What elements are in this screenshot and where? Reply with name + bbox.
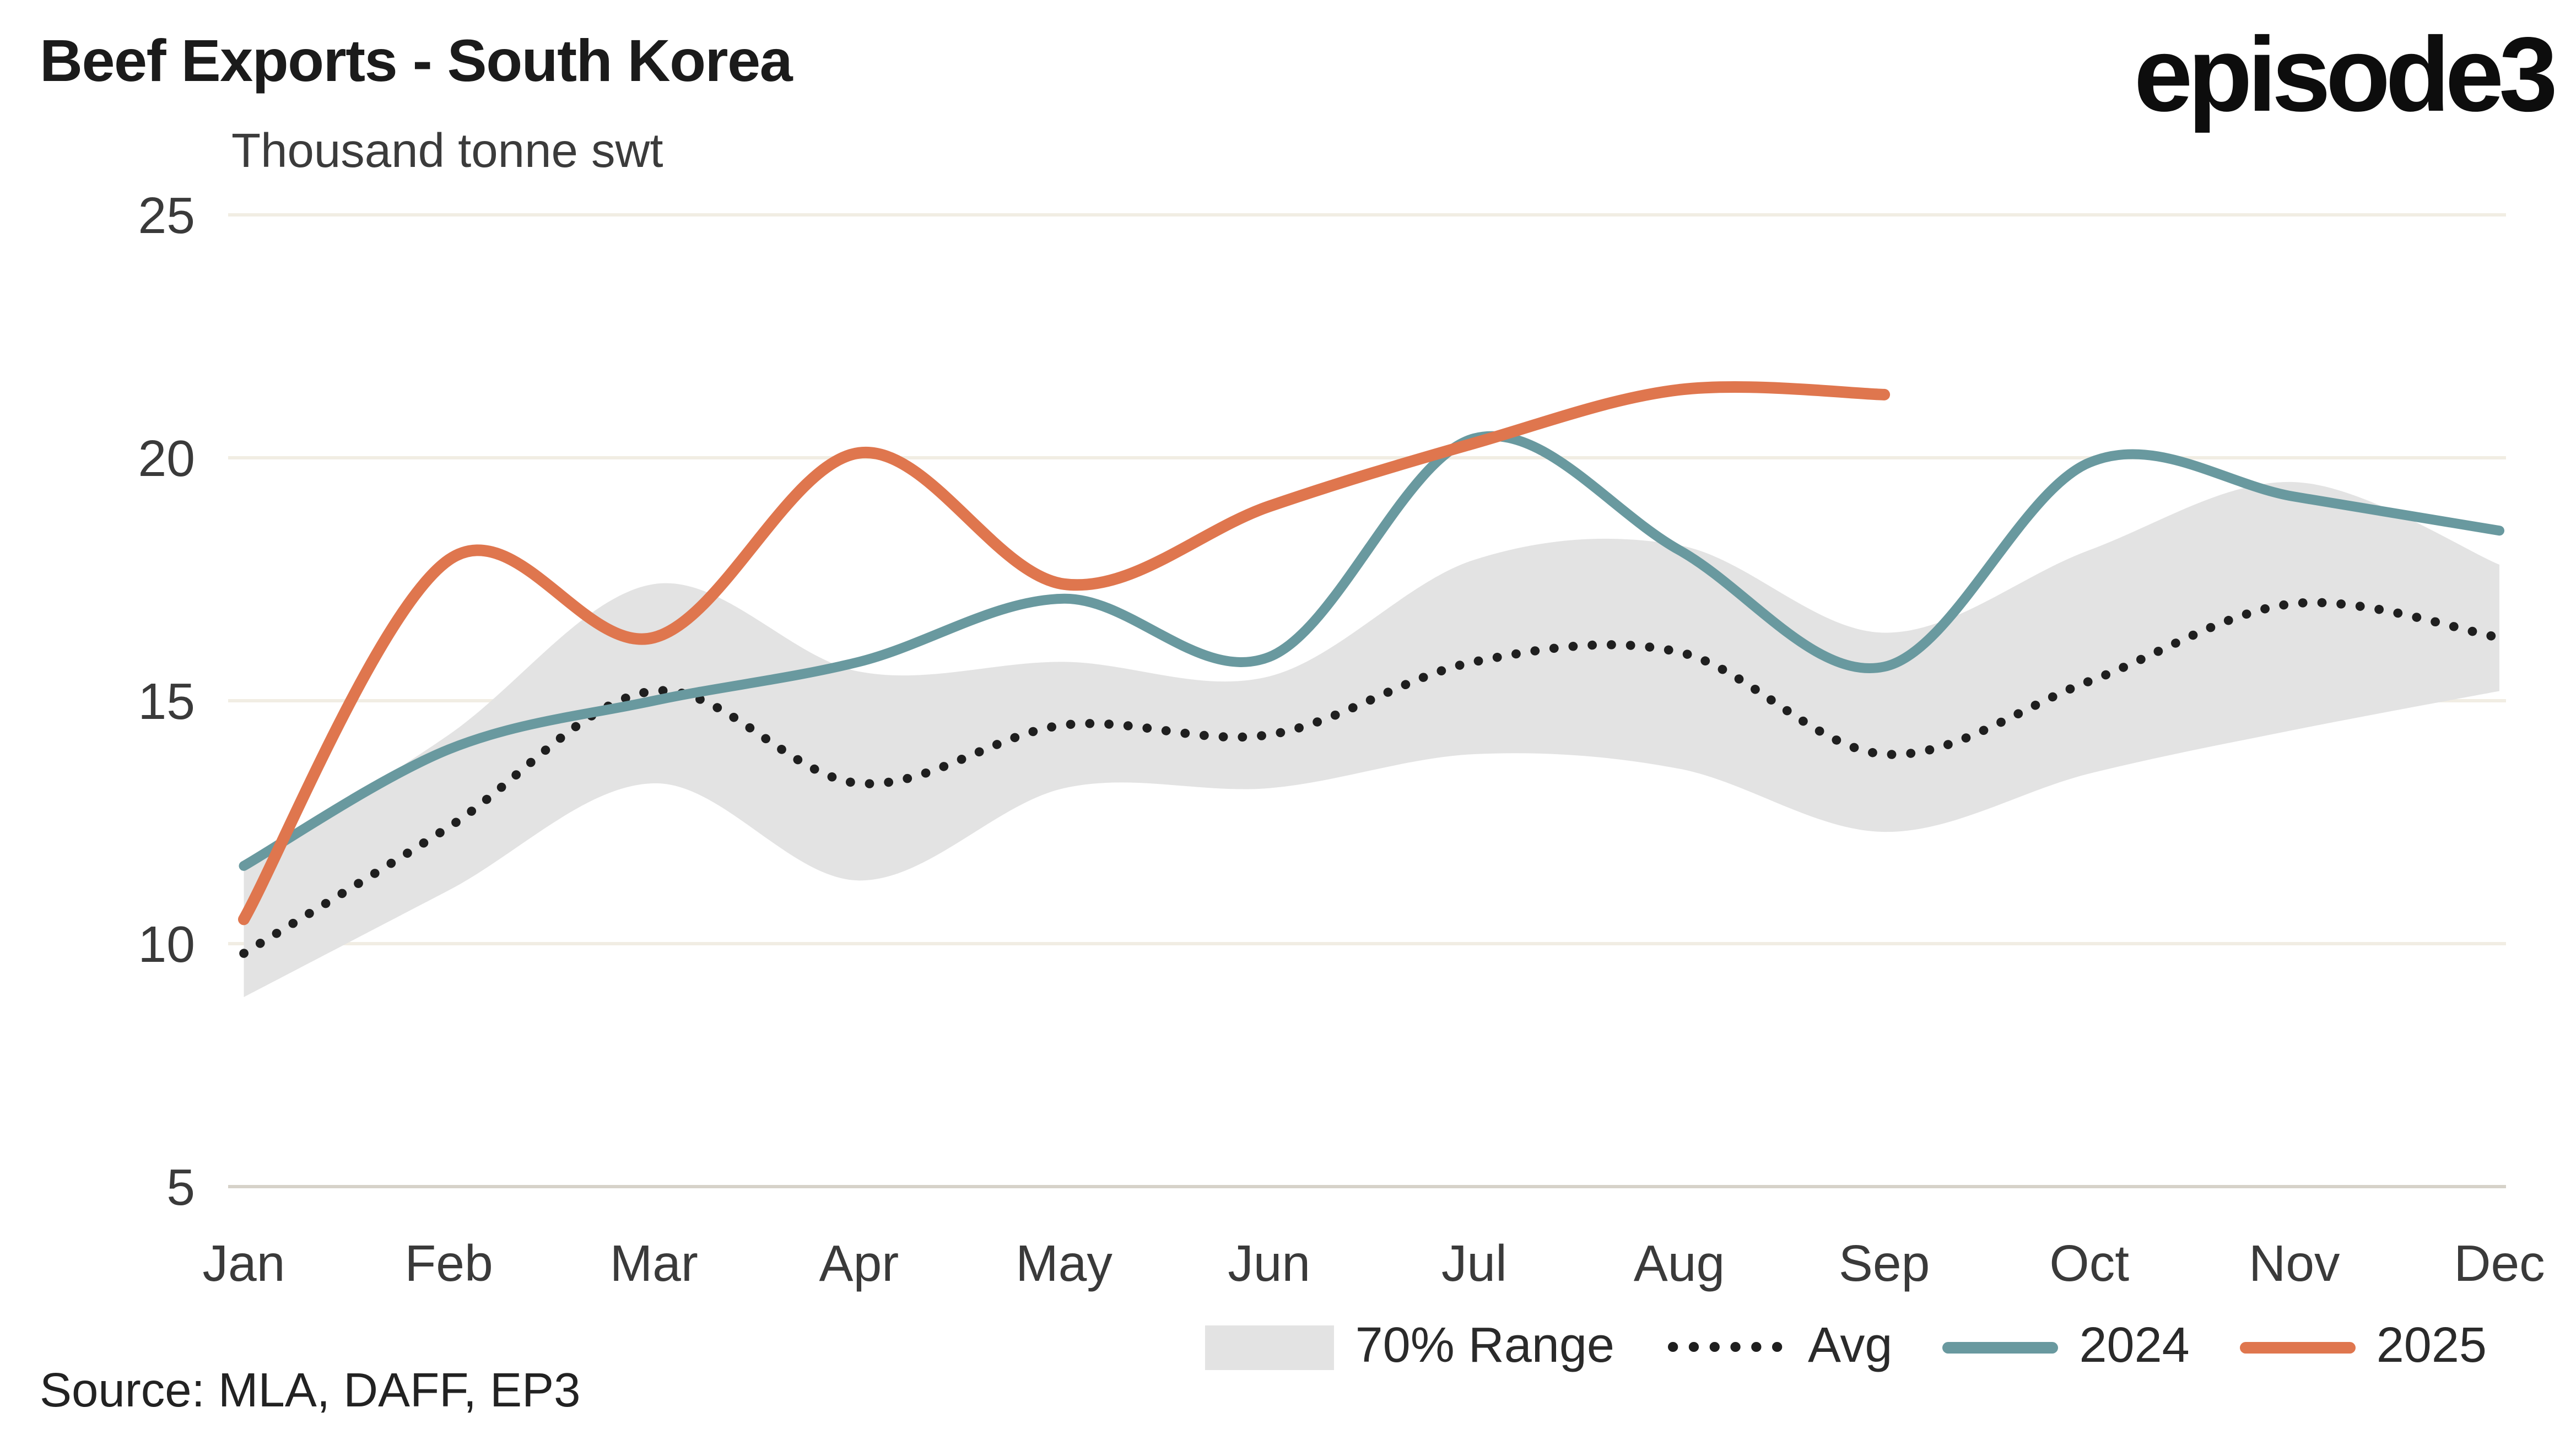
y-tick-label: 15 — [138, 673, 195, 730]
chart-title: Beef Exports - South Korea — [40, 26, 793, 94]
legend-label-70-range: 70% Range — [1355, 1319, 1615, 1373]
y-tick-label: 5 — [166, 1159, 195, 1216]
legend-label-2025: 2025 — [2376, 1319, 2487, 1373]
chart-legend: 70% Range Avg 2024 2025 — [1155, 1319, 2487, 1375]
episode3-logo: episode3 — [2134, 15, 2558, 134]
x-tick-label: Dec — [2454, 1235, 2545, 1292]
x-tick-label: Jan — [203, 1235, 285, 1292]
x-tick-label: Jul — [1441, 1235, 1507, 1292]
legend-swatch-avg-dotted — [1667, 1342, 1785, 1352]
band-70-range — [244, 481, 2499, 997]
x-tick-label: Mar — [610, 1235, 698, 1292]
x-tick-label: Jun — [1228, 1235, 1310, 1292]
legend-swatch-band — [1205, 1324, 1334, 1370]
chart-subtitle: Thousand tonne swt — [231, 126, 663, 178]
legend-item-2024: 2024 — [1942, 1319, 2190, 1375]
x-tick-label: May — [1016, 1235, 1113, 1292]
legend-label-2024: 2024 — [2079, 1319, 2190, 1373]
legend-swatch-2025 — [2239, 1341, 2355, 1353]
series-avg-line — [239, 598, 2504, 958]
y-tick-label: 10 — [138, 916, 195, 973]
x-tick-label: Nov — [2249, 1235, 2340, 1292]
series-2024-line — [239, 431, 2504, 871]
series-2025-line — [237, 381, 1891, 925]
x-tick-label: Sep — [1839, 1235, 1930, 1292]
x-tick-label: Aug — [1634, 1235, 1725, 1292]
legend-item-2025: 2025 — [2239, 1319, 2487, 1375]
source-note: Source: MLA, DAFF, EP3 — [40, 1365, 581, 1418]
legend-label-avg: Avg — [1808, 1319, 1893, 1373]
x-tick-label: Oct — [2049, 1235, 2129, 1292]
x-tick-label: Apr — [819, 1235, 899, 1292]
y-tick-label: 25 — [138, 187, 195, 244]
y-tick-label: 20 — [138, 430, 195, 487]
x-tick-label: Feb — [405, 1235, 493, 1292]
legend-swatch-2024 — [1942, 1341, 2058, 1353]
legend-item-70-range: 70% Range — [1205, 1319, 1614, 1375]
legend-item-avg: Avg — [1664, 1319, 1892, 1375]
